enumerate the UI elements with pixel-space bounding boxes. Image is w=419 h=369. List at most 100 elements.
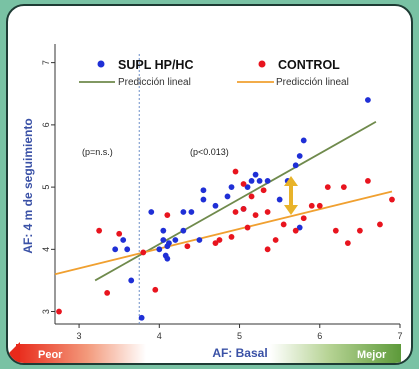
worse-label: Peor — [38, 349, 63, 361]
supl-trend-line — [94, 120, 377, 282]
control-point — [228, 233, 235, 240]
supl-point — [188, 209, 195, 215]
left-p-annotation: (p=n.s.) — [82, 147, 113, 157]
control-point — [232, 168, 239, 175]
control-point — [164, 212, 171, 219]
y-tick-label: 7 — [41, 60, 51, 65]
control-point — [308, 202, 315, 209]
control-point — [212, 240, 219, 247]
control-point — [292, 227, 299, 234]
supl-point — [180, 209, 187, 215]
supl-point — [120, 237, 127, 243]
control-point — [300, 215, 307, 222]
control-point — [96, 227, 103, 234]
y-tick-label: 4 — [41, 247, 51, 252]
control-point — [377, 221, 383, 228]
supl-point — [224, 193, 231, 200]
control-point — [252, 212, 259, 219]
axis-ticks: 3 4 5 6 7 3 4 5 6 7 — [41, 60, 403, 341]
supl-point — [264, 177, 271, 184]
y-axis-label: AF: 4 m de seguimiento — [21, 118, 35, 253]
supl-point — [296, 153, 303, 159]
y-tick-label: 5 — [41, 185, 51, 190]
control-point — [316, 202, 323, 209]
control-trend-line — [54, 190, 393, 276]
x-axis-label: AF: Basal — [212, 346, 267, 360]
supl-point — [365, 97, 371, 103]
supl-point — [244, 184, 251, 191]
supl-point — [160, 227, 167, 234]
supl-point — [128, 277, 135, 284]
x-tick-label: 3 — [77, 331, 82, 341]
legend-control-label: CONTROL — [278, 58, 340, 72]
legend-control-marker — [258, 60, 266, 68]
control-point — [240, 205, 247, 212]
scatter-chart: 3 4 5 6 7 3 4 5 6 7 (p=n.s.) (p<0.013) SUPL HP/HC… — [8, 44, 403, 363]
legend-control-trend-label: Predicción lineal — [276, 77, 349, 88]
supl-point — [172, 237, 179, 243]
supl-point — [296, 224, 303, 231]
supl-point — [292, 162, 299, 169]
y-tick-label: 3 — [41, 309, 51, 314]
right-p-annotation: (p<0.013) — [190, 147, 229, 157]
worse-gradient-bar — [16, 344, 146, 363]
legend-supl-label: SUPL HP/HC — [118, 58, 193, 72]
legend: SUPL HP/HC Predicción lineal CONTROL Pre… — [79, 58, 349, 88]
control-point — [216, 237, 223, 243]
control-point — [340, 184, 347, 191]
supl-point — [248, 177, 255, 184]
control-point — [104, 289, 111, 296]
difference-arrow — [284, 176, 298, 215]
control-point — [152, 286, 159, 293]
control-point — [324, 184, 331, 191]
supl-point — [196, 237, 203, 243]
supl-point — [212, 202, 219, 209]
supl-point — [160, 237, 167, 243]
control-point — [280, 221, 287, 228]
control-point — [232, 209, 239, 215]
x-tick-label: 4 — [157, 331, 162, 341]
control-point — [260, 187, 267, 194]
supl-point — [124, 246, 131, 253]
control-point — [389, 196, 395, 203]
x-tick-label: 6 — [317, 331, 322, 341]
y-tick-label: 6 — [41, 122, 51, 127]
control-point — [248, 193, 255, 200]
supl-point — [156, 246, 163, 253]
x-tick-label: 7 — [397, 331, 402, 341]
supl-point — [276, 196, 283, 203]
control-point — [332, 227, 339, 234]
better-label: Mejor — [357, 349, 387, 361]
control-point — [56, 308, 62, 315]
supl-point — [166, 240, 172, 247]
supl-point — [112, 246, 119, 253]
control-point — [344, 240, 351, 247]
supl-point — [200, 187, 207, 194]
supl-point — [228, 184, 235, 191]
supl-point — [148, 209, 155, 215]
supl-point — [138, 314, 145, 321]
chart-card: 3 4 5 6 7 3 4 5 6 7 (p=n.s.) (p<0.013) SUPL HP/HC… — [6, 4, 413, 365]
supl-point — [256, 177, 263, 184]
control-points — [56, 168, 395, 315]
legend-supl-trend-label: Predicción lineal — [118, 77, 191, 88]
better-gradient-bar — [270, 344, 401, 363]
legend-supl-marker — [97, 60, 105, 68]
control-point — [264, 246, 271, 253]
x-tick-label: 5 — [237, 331, 242, 341]
supl-point — [300, 137, 307, 144]
control-point — [116, 230, 123, 237]
control-point — [140, 249, 147, 256]
control-point — [184, 243, 191, 250]
control-point — [244, 224, 251, 231]
supl-point — [164, 255, 171, 262]
supl-point — [180, 227, 187, 234]
control-point — [365, 177, 371, 184]
control-point — [240, 181, 247, 187]
control-point — [356, 227, 363, 234]
control-point — [264, 209, 271, 215]
supl-point — [252, 171, 259, 178]
worse-arrowhead — [8, 342, 20, 363]
control-point — [272, 237, 279, 243]
supl-point — [200, 196, 207, 203]
